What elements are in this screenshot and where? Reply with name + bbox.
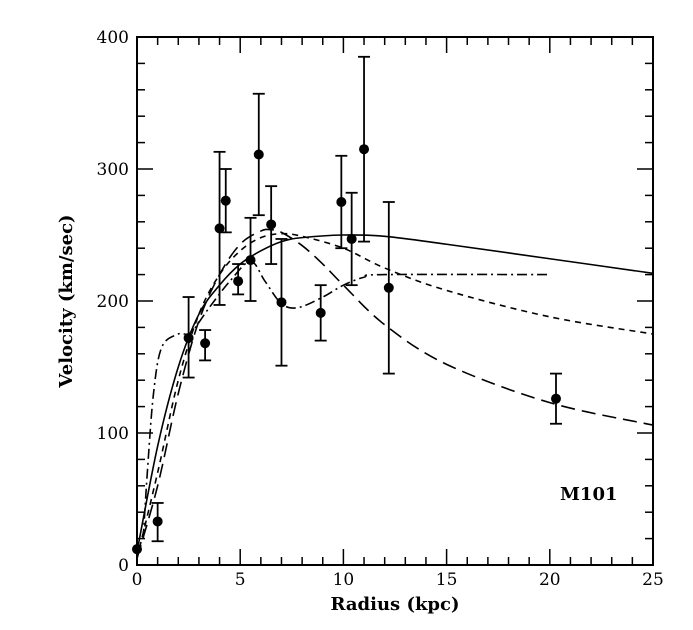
data-point [151, 502, 164, 543]
marker [266, 219, 277, 230]
x-tick-label: 10 [333, 570, 355, 590]
marker [245, 255, 256, 266]
curve-short-dash [136, 232, 654, 559]
marker [276, 297, 287, 308]
x-tick-label: 15 [436, 570, 458, 590]
data-point [345, 191, 358, 287]
curve-solid [136, 234, 654, 552]
data-point [382, 201, 395, 375]
y-tick-label: 100 [97, 424, 129, 444]
marker [220, 195, 231, 206]
data-point [275, 238, 288, 367]
data-point [182, 296, 195, 379]
x-axis-label: Radius (kpc) [331, 594, 460, 615]
y-axis-label: Velocity (km/sec) [56, 214, 77, 388]
marker [336, 197, 347, 207]
data-points [132, 55, 562, 555]
marker [550, 393, 561, 404]
data-point [549, 372, 562, 425]
data-point [265, 185, 278, 265]
model-curves [136, 228, 654, 559]
x-tick-label: 25 [642, 570, 664, 590]
x-tick-label: 20 [539, 570, 561, 590]
data-point [244, 216, 257, 302]
x-tick-label: 0 [132, 570, 143, 590]
marker [183, 332, 194, 343]
galaxy-label: M101 [560, 484, 618, 505]
tick-labels: 0 5 10 15 20 25 0 100 200 300 400 [97, 28, 664, 590]
data-point [232, 263, 245, 296]
data-point [219, 168, 232, 234]
data-point [252, 92, 265, 217]
data-point [314, 284, 327, 342]
marker [152, 516, 163, 527]
y-tick-label: 300 [97, 160, 129, 180]
marker [253, 149, 264, 160]
x-tick-label: 5 [235, 570, 246, 590]
y-tick-label: 400 [97, 28, 129, 48]
data-point [199, 329, 212, 362]
y-tick-label: 200 [97, 292, 129, 312]
axis-ticks [136, 36, 654, 566]
curve-long-dash [136, 228, 654, 559]
marker [200, 338, 211, 349]
marker [359, 144, 370, 155]
marker [346, 233, 357, 244]
marker [383, 282, 394, 293]
marker [214, 223, 225, 234]
data-point [335, 154, 348, 250]
y-tick-label: 0 [118, 556, 129, 576]
data-point [213, 150, 226, 306]
marker [315, 307, 326, 318]
data-point [358, 55, 371, 243]
marker [233, 276, 244, 287]
